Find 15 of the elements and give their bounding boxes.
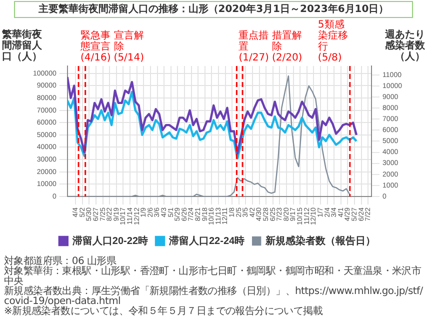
legend-label: 新規感染者数（報告日） xyxy=(264,234,376,247)
y2-axis-title: 週あたり感染者数（人） xyxy=(384,28,426,63)
chart-title: 主要繁華街夜間滞留人口の推移：山形（2020年3月1日～2023年6月10日） xyxy=(14,1,413,18)
y-axis-title: 繁華街夜間滞留人口（人） xyxy=(1,28,43,63)
ref-line-label: 緊急事態宣言(4/16) xyxy=(80,30,111,64)
ref-line-label: 重点措置(1/27) xyxy=(238,30,270,64)
text: 対象都道府県：06 山形県 xyxy=(4,256,116,267)
legend-label: 滞留人口22-24時 xyxy=(168,234,245,247)
text: ※新規感染者数については、令和５年５月７日までの報告分について掲載 xyxy=(4,306,324,317)
ref-line-label: 5類感染症移行(5/8) xyxy=(318,18,348,64)
ref-line-label: 措置解除(2/20) xyxy=(272,30,302,64)
text: 新規感染者数出典：厚生労働省「新規陽性者数の推移（日別）」、https://www.mhlw.go.jp/stf/covid-19/open-data.html xyxy=(4,286,424,307)
text: 対象繁華街：東根駅・山形駅・香澄町・山形市七日町・鶴岡駅・鶴岡市昭和・天童温泉・米沢市中央 xyxy=(4,266,422,287)
ref-line-label: 宣言解除(5/14) xyxy=(114,30,144,64)
legend-label: 滞留人口20-22時 xyxy=(71,234,148,247)
